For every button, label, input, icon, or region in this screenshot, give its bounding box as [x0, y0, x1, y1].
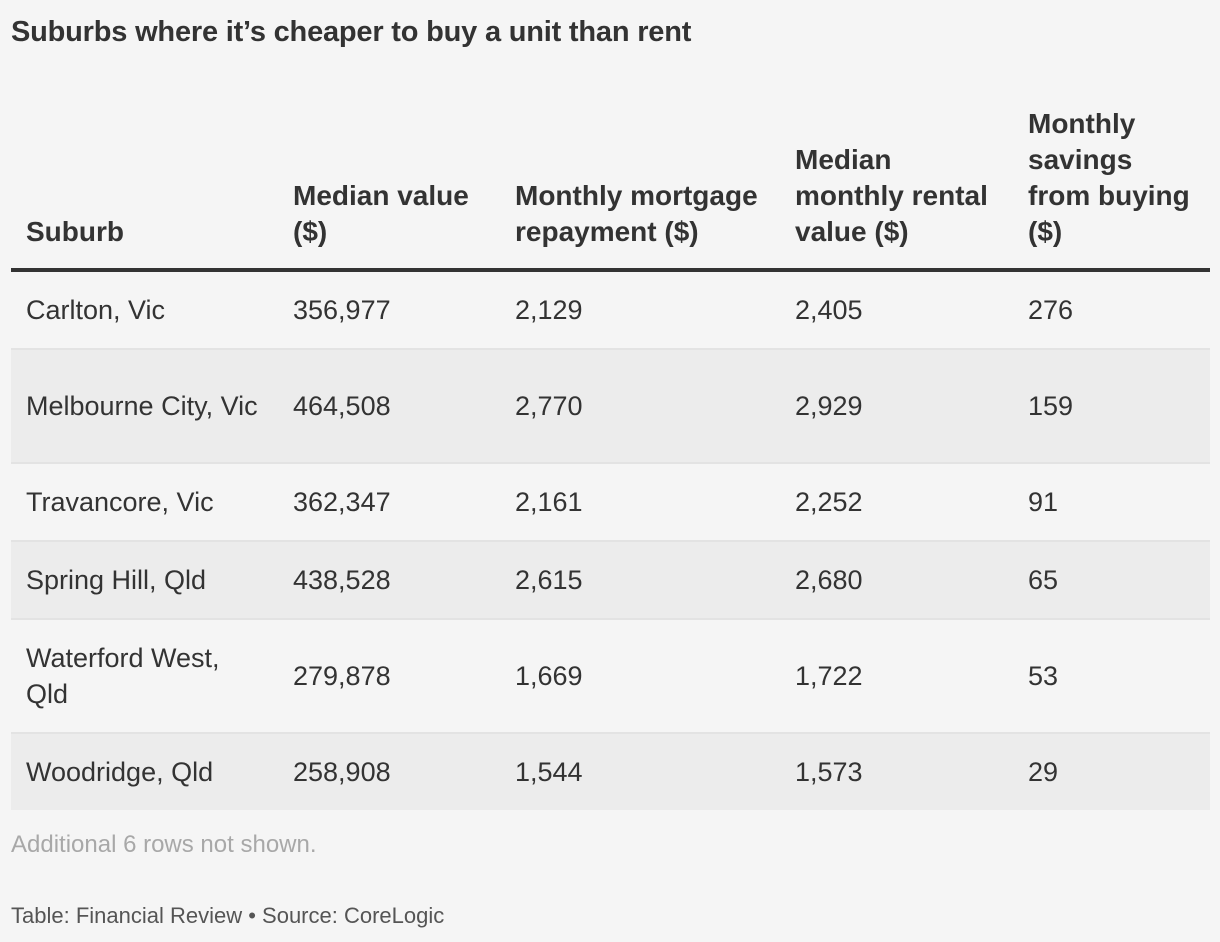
cell-mortgage: 2,129 — [500, 270, 780, 350]
cell-mortgage: 1,544 — [500, 733, 780, 810]
cell-suburb: Carlton, Vic — [11, 270, 278, 350]
cell-median-value: 464,508 — [278, 349, 500, 464]
rows-not-shown-note: Additional 6 rows not shown. — [11, 831, 317, 858]
cell-savings: 29 — [1013, 733, 1210, 810]
table-row: Spring Hill, Qld 438,528 2,615 2,680 65 — [11, 541, 1210, 620]
cell-suburb: Travancore, Vic — [11, 463, 278, 542]
cell-suburb: Waterford West, Qld — [11, 619, 278, 734]
cell-median-value: 438,528 — [278, 541, 500, 620]
cell-median-value: 362,347 — [278, 463, 500, 542]
cell-mortgage: 2,615 — [500, 541, 780, 620]
table-row: Woodridge, Qld 258,908 1,544 1,573 29 — [11, 733, 1210, 810]
data-table: Suburb Median value ($) Monthly mortgage… — [11, 106, 1210, 810]
cell-savings: 159 — [1013, 349, 1210, 464]
cell-savings: 65 — [1013, 541, 1210, 620]
cell-rental: 2,252 — [780, 463, 1013, 542]
header-row: Suburb Median value ($) Monthly mortgage… — [11, 106, 1210, 272]
cell-rental: 2,929 — [780, 349, 1013, 464]
cell-median-value: 279,878 — [278, 619, 500, 734]
table-row: Travancore, Vic 362,347 2,161 2,252 91 — [11, 463, 1210, 542]
cell-median-value: 356,977 — [278, 270, 500, 350]
column-header-suburb: Suburb — [11, 106, 278, 272]
cell-mortgage: 2,161 — [500, 463, 780, 542]
table-title: Suburbs where it’s cheaper to buy a unit… — [11, 16, 692, 48]
cell-rental: 2,680 — [780, 541, 1013, 620]
column-header-median-value: Median value ($) — [278, 106, 500, 272]
cell-savings: 53 — [1013, 619, 1210, 734]
cell-rental: 1,573 — [780, 733, 1013, 810]
column-header-median-rental: Median monthly rental value ($) — [780, 106, 1013, 272]
cell-suburb: Woodridge, Qld — [11, 733, 278, 810]
table-row: Melbourne City, Vic 464,508 2,770 2,929 … — [11, 349, 1210, 464]
cell-mortgage: 2,770 — [500, 349, 780, 464]
column-header-monthly-mortgage: Monthly mortgage repayment ($) — [500, 106, 780, 272]
cell-rental: 2,405 — [780, 270, 1013, 350]
cell-median-value: 258,908 — [278, 733, 500, 810]
source-credit: Table: Financial Review • Source: CoreLo… — [11, 903, 445, 928]
cell-savings: 276 — [1013, 270, 1210, 350]
cell-suburb: Spring Hill, Qld — [11, 541, 278, 620]
cell-savings: 91 — [1013, 463, 1210, 542]
cell-mortgage: 1,669 — [500, 619, 780, 734]
cell-suburb: Melbourne City, Vic — [11, 349, 278, 464]
table-row: Carlton, Vic 356,977 2,129 2,405 276 — [11, 270, 1210, 350]
table-row: Waterford West, Qld 279,878 1,669 1,722 … — [11, 619, 1210, 734]
column-header-monthly-savings: Monthly savings from buying ($) — [1013, 106, 1210, 272]
cell-rental: 1,722 — [780, 619, 1013, 734]
